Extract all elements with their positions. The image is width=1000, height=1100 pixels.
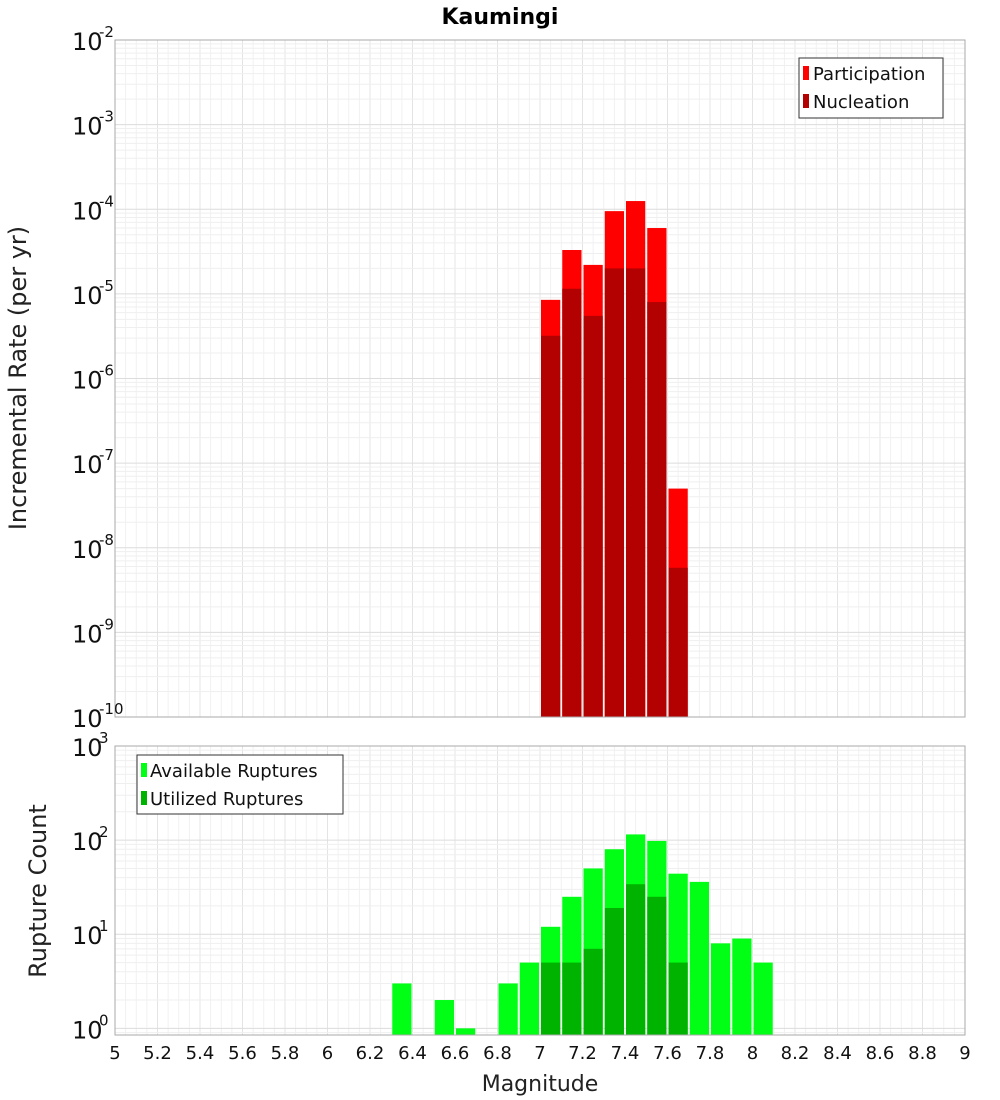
rate-legend: Participation Nucleation	[798, 57, 944, 119]
rate-bars	[541, 201, 688, 718]
y-tick-exponent: 2	[99, 823, 109, 841]
x-axis-label: Magnitude	[482, 1072, 599, 1097]
bar-utilized-ruptures	[604, 908, 624, 1035]
x-tick-label: 5	[109, 1043, 120, 1064]
y-tick-exponent: -9	[99, 615, 114, 633]
x-tick-label: 5.2	[143, 1043, 172, 1064]
x-tick-label: 8.4	[823, 1043, 852, 1064]
x-tick-label: 9	[959, 1043, 970, 1064]
y-tick-label: 10	[72, 197, 103, 225]
bar-utilized-ruptures	[562, 962, 582, 1035]
bar-available-ruptures	[689, 881, 709, 1035]
y-tick-label: 10	[72, 1016, 103, 1044]
y-tick-exponent: -4	[99, 192, 114, 210]
rate-panel: 10-210-310-410-510-610-710-810-910-10 In…	[4, 23, 966, 733]
bar-nucleation	[562, 288, 582, 717]
y-tick-label: 10	[72, 705, 103, 733]
x-tick-label: 7.4	[611, 1043, 640, 1064]
y-tick-label: 10	[72, 113, 103, 141]
y-tick-label: 10	[72, 620, 103, 648]
legend-swatch-nucleation	[803, 94, 809, 108]
x-tick-label: 7.6	[653, 1043, 682, 1064]
legend-label-utilized-ruptures: Utilized Ruptures	[150, 789, 303, 810]
y-tick-exponent: -5	[99, 277, 114, 295]
rate-y-tick-labels: 10-210-310-410-510-610-710-810-910-10	[72, 23, 124, 733]
x-tick-label: 7.8	[696, 1043, 725, 1064]
x-tick-label: 7	[534, 1043, 545, 1064]
y-tick-exponent: 3	[99, 729, 109, 747]
bar-nucleation	[583, 315, 603, 717]
y-tick-exponent: -10	[99, 700, 124, 718]
chart-title: Kaumingi	[442, 5, 559, 30]
legend-swatch-participation	[803, 66, 809, 80]
y-tick-label: 10	[72, 828, 103, 856]
x-tick-label: 8	[747, 1043, 758, 1064]
bar-available-ruptures	[456, 1028, 476, 1035]
y-tick-label: 10	[72, 28, 103, 56]
rate-gridlines	[114, 40, 966, 718]
rate-legend-box	[798, 57, 944, 119]
rate-y-axis-label: Incremental Rate (per yr)	[4, 226, 32, 530]
count-y-axis-label: Rupture Count	[24, 804, 52, 978]
x-tick-label: 6.6	[441, 1043, 470, 1064]
x-tick-label: 8.8	[908, 1043, 937, 1064]
bar-available-ruptures	[753, 962, 773, 1035]
y-tick-exponent: 0	[99, 1011, 109, 1029]
y-tick-label: 10	[72, 734, 103, 762]
count-legend: Available Ruptures Utilized Ruptures	[136, 754, 344, 815]
y-tick-exponent: -3	[99, 108, 114, 126]
x-tick-label: 5.4	[186, 1043, 215, 1064]
count-bars	[392, 834, 773, 1035]
y-tick-label: 10	[72, 536, 103, 564]
x-tick-label: 8.6	[866, 1043, 895, 1064]
x-tick-label: 6	[322, 1043, 333, 1064]
y-tick-label: 10	[72, 367, 103, 395]
x-tick-label: 6.4	[398, 1043, 427, 1064]
legend-label-nucleation: Nucleation	[813, 92, 909, 113]
y-tick-exponent: 1	[99, 917, 109, 935]
x-tick-label: 7.2	[568, 1043, 597, 1064]
bar-nucleation	[647, 302, 667, 717]
bar-utilized-ruptures	[668, 962, 688, 1035]
count-plot-frame	[114, 745, 966, 1036]
bar-available-ruptures	[732, 938, 752, 1035]
x-tick-label: 8.2	[781, 1043, 810, 1064]
y-tick-exponent: -7	[99, 446, 114, 464]
y-tick-exponent: -2	[99, 23, 114, 41]
legend-label-available-ruptures: Available Ruptures	[150, 761, 318, 782]
bar-available-ruptures	[434, 1000, 454, 1035]
y-tick-label: 10	[72, 282, 103, 310]
legend-swatch-utilized-ruptures	[141, 791, 147, 805]
bar-utilized-ruptures	[541, 962, 561, 1035]
rate-plot-frame	[114, 39, 966, 718]
x-tick-label: 5.6	[228, 1043, 257, 1064]
y-tick-label: 10	[72, 451, 103, 479]
legend-label-participation: Participation	[813, 64, 925, 85]
bar-available-ruptures	[711, 943, 731, 1035]
legend-swatch-available-ruptures	[141, 763, 147, 777]
bar-nucleation	[604, 268, 624, 717]
x-tick-label: 6.8	[483, 1043, 512, 1064]
count-legend-box	[136, 754, 344, 815]
bar-nucleation	[541, 335, 561, 717]
y-tick-exponent: -6	[99, 362, 114, 380]
x-tick-labels: 5 5.2 5.4 5.6 5.8 6 6.2 6.4 6.6 6.8 7 7.2 7.4 7.6 7.8 8…	[109, 1043, 970, 1064]
x-tick-label: 6.2	[356, 1043, 385, 1064]
y-tick-exponent: -8	[99, 531, 114, 549]
bar-nucleation	[668, 567, 688, 717]
y-tick-label: 10	[72, 922, 103, 950]
bar-available-ruptures	[498, 983, 518, 1035]
bar-available-ruptures	[519, 962, 539, 1035]
bar-utilized-ruptures	[583, 948, 603, 1035]
bar-nucleation	[626, 268, 646, 717]
bar-utilized-ruptures	[626, 884, 646, 1035]
x-tick-label: 5.8	[271, 1043, 300, 1064]
bar-utilized-ruptures	[647, 896, 667, 1035]
bar-available-ruptures	[392, 983, 412, 1035]
